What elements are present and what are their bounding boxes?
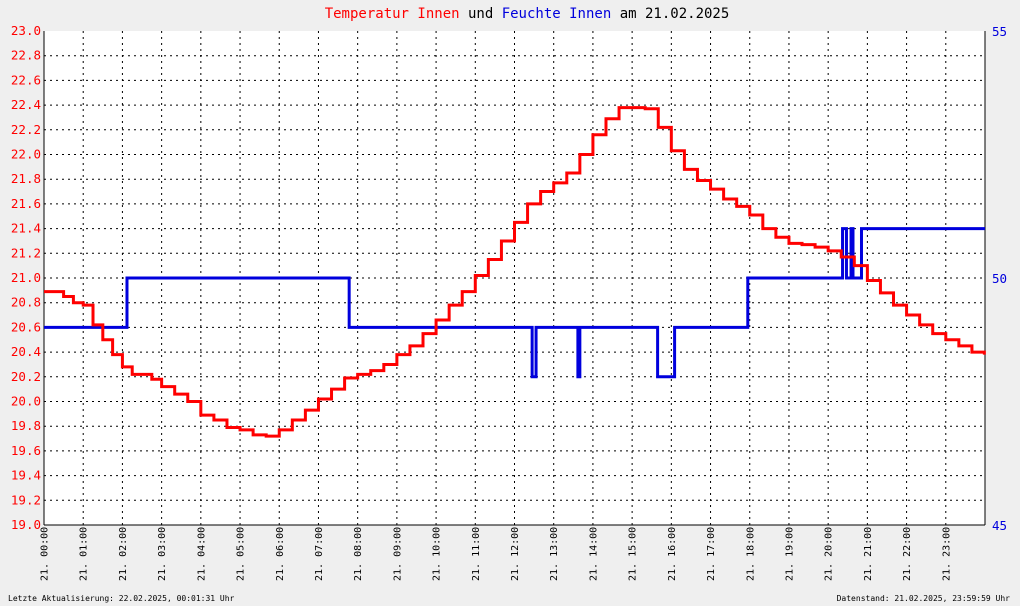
x-tick-label: 21. 04:00 — [196, 527, 207, 581]
x-tick-label: 21. 17:00 — [706, 527, 717, 581]
y-left-tick-label: 19.6 — [11, 443, 41, 458]
y-left-tick-label: 19.0 — [11, 517, 41, 532]
title-temperature: Temperatur Innen — [325, 6, 460, 22]
x-tick-label: 21. 16:00 — [667, 527, 678, 581]
x-tick-label: 21. 02:00 — [118, 527, 129, 581]
x-tick-label: 21. 07:00 — [314, 527, 325, 581]
x-tick-label: 21. 06:00 — [275, 527, 286, 581]
title-und: und — [460, 6, 502, 22]
y-left-tick-label: 22.6 — [11, 72, 41, 87]
x-tick-label: 21. 10:00 — [432, 527, 443, 581]
axes — [43, 31, 986, 526]
y-left-tick-label: 20.0 — [11, 394, 41, 409]
x-tick-label: 21. 12:00 — [510, 527, 521, 581]
y-left-tick-label: 19.8 — [11, 418, 41, 433]
footer-left: Letzte Aktualisierung: 22.02.2025, 00:01… — [8, 594, 235, 603]
x-tick-label: 21. 00:00 — [40, 527, 51, 581]
y-left-tick-label: 20.8 — [11, 295, 41, 310]
y-left-tick-label: 20.6 — [11, 319, 41, 334]
y-left-tick-label: 21.0 — [11, 270, 41, 285]
chart-title: Temperatur Innen und Feuchte Innen am 21… — [325, 6, 730, 22]
y-left-tick-label: 21.2 — [11, 245, 41, 260]
y-right-tick-label: 45 — [992, 518, 1007, 533]
y-left-tick-label: 22.2 — [11, 122, 41, 137]
x-tick-label: 21. 08:00 — [353, 527, 364, 581]
y-left-tick-label: 22.8 — [11, 48, 41, 63]
x-tick-label: 21. 20:00 — [824, 527, 835, 581]
series-layer — [44, 106, 986, 438]
y-left-tick-label: 20.4 — [11, 344, 41, 359]
y-left-tick-label: 22.4 — [11, 97, 41, 112]
x-tick-label: 21. 18:00 — [745, 527, 756, 581]
y-left-tick-label: 19.4 — [11, 468, 41, 483]
y-left-tick-label: 22.0 — [11, 147, 41, 162]
x-tick-label: 21. 22:00 — [902, 527, 913, 581]
y-left-tick-label: 21.4 — [11, 221, 41, 236]
title-date: am 21.02.2025 — [611, 6, 729, 22]
y-right-ticks: 45 50 55 — [992, 24, 1007, 533]
x-tick-label: 21. 03:00 — [157, 527, 168, 581]
x-tick-label: 21. 01:00 — [79, 527, 90, 581]
y-left-tick-label: 21.6 — [11, 196, 41, 211]
x-tick-label: 21. 23:00 — [941, 527, 952, 581]
y-right-tick-label: 50 — [992, 271, 1007, 286]
series-line-1 — [44, 106, 986, 438]
y-left-ticks: 19.0 19.2 19.4 19.6 19.8 20.0 20.2 20.4 20.6 20.8… — [11, 23, 41, 532]
y-left-tick-label: 20.2 — [11, 369, 41, 384]
x-tick-label: 21. 11:00 — [471, 527, 482, 581]
x-tick-label: 21. 13:00 — [549, 527, 560, 581]
x-tick-label: 21. 14:00 — [588, 527, 599, 581]
x-tick-label: 21. 09:00 — [392, 527, 403, 581]
y-left-tick-label: 23.0 — [11, 23, 41, 38]
footer-right: Datenstand: 21.02.2025, 23:59:59 Uhr — [837, 594, 1011, 603]
y-left-tick-label: 21.8 — [11, 171, 41, 186]
x-tick-label: 21. 05:00 — [236, 527, 247, 581]
series-line-2 — [44, 227, 985, 379]
y-right-tick-label: 55 — [992, 24, 1007, 39]
title-humidity: Feuchte Innen — [502, 6, 612, 22]
y-left-tick-label: 19.2 — [11, 492, 41, 507]
x-tick-label: 21. 19:00 — [784, 527, 795, 581]
x-tick-label: 21. 15:00 — [628, 527, 639, 581]
x-tick-label: 21. 21:00 — [863, 527, 874, 581]
x-ticks: 21. 00:00 21. 01:00 21. 02:00 21. 03:00 21. … — [40, 527, 953, 581]
